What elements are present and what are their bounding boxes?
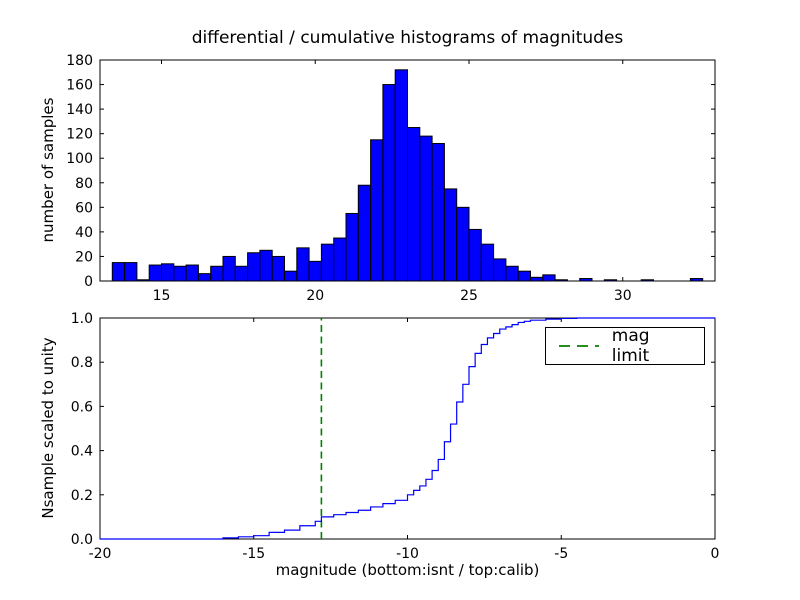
plot-title: differential / cumulative histograms of … <box>191 28 624 48</box>
histogram-bar <box>271 255 286 282</box>
histogram-bar <box>185 264 199 282</box>
histogram-bar <box>148 264 162 282</box>
histogram-bar <box>431 142 445 282</box>
histogram-bar <box>333 237 347 282</box>
histogram-bar <box>210 265 224 282</box>
axes-frame <box>99 317 716 540</box>
histogram-bar <box>296 247 310 282</box>
y-tick-label: 0.8 <box>71 355 93 371</box>
y-tick-label: 40 <box>75 225 93 241</box>
histogram-bar <box>456 206 470 282</box>
histogram-bar <box>247 252 261 282</box>
x-tick-label: 30 <box>614 288 632 304</box>
y-axis-label-bottom: Nsample scaled to unity <box>39 337 57 519</box>
y-tick-label: 1.0 <box>71 311 93 327</box>
y-axis-label-top: number of samples <box>39 97 57 243</box>
histogram-bar <box>419 135 433 282</box>
histogram-bar <box>308 260 322 282</box>
legend-label: mag limit <box>611 326 650 366</box>
y-tick-label: 0.6 <box>71 399 93 415</box>
histogram-bar <box>345 212 359 282</box>
histogram-bar <box>197 273 212 282</box>
histogram-bar <box>173 265 187 282</box>
histogram-bar <box>320 243 335 282</box>
legend-box: mag limit <box>545 326 705 366</box>
histogram-bar <box>443 188 458 282</box>
histogram-bar <box>493 258 507 282</box>
histogram-bar <box>640 279 655 282</box>
y-tick-label: 180 <box>66 53 93 69</box>
x-tick-label: 25 <box>460 288 478 304</box>
histogram-bar <box>505 265 519 282</box>
y-tick-label: 160 <box>66 78 93 94</box>
y-tick-label: 0.0 <box>71 532 93 548</box>
y-tick-label: 0 <box>84 274 93 290</box>
x-tick-label: 15 <box>153 288 171 304</box>
y-tick-label: 0.4 <box>71 444 93 460</box>
histogram-bar <box>357 184 372 282</box>
cumulative-curve <box>100 317 715 540</box>
y-tick-label: 0.2 <box>71 488 93 504</box>
histogram-bar <box>394 69 409 282</box>
x-tick-label: -10 <box>396 546 419 562</box>
histogram-bar <box>382 84 396 282</box>
x-tick-label: 20 <box>306 288 324 304</box>
y-tick-label: 60 <box>75 200 93 216</box>
histogram-bar <box>468 228 482 282</box>
histogram-bar <box>689 278 704 282</box>
histogram-bar <box>234 265 249 282</box>
histogram-bar <box>284 270 298 282</box>
x-axis-label: magnitude (bottom:isnt / top:calib) <box>275 561 540 579</box>
histogram-bar <box>407 127 421 282</box>
histogram-bar <box>554 279 568 282</box>
histogram-bar <box>542 274 556 282</box>
histogram-bar <box>111 262 126 282</box>
histogram-bar <box>480 243 495 282</box>
histogram-bar <box>222 255 236 282</box>
histogram-bar <box>259 249 273 282</box>
y-tick-label: 100 <box>66 151 93 167</box>
histogram-bar <box>370 139 384 282</box>
histogram-bar <box>517 270 532 282</box>
histogram-bar <box>579 278 593 282</box>
x-tick-label: -20 <box>89 546 112 562</box>
histogram-bar <box>603 279 618 282</box>
y-tick-label: 20 <box>75 249 93 265</box>
histogram-bar <box>136 279 150 282</box>
legend-dashed-line-sample <box>559 345 599 347</box>
x-tick-label: -5 <box>554 546 568 562</box>
y-tick-label: 120 <box>66 127 93 143</box>
histogram-bar <box>161 263 175 282</box>
histogram-bar <box>530 276 544 282</box>
histogram-bar <box>124 262 138 282</box>
x-tick-label: -15 <box>242 546 265 562</box>
y-tick-label: 140 <box>66 102 93 118</box>
x-tick-label: 0 <box>711 546 720 562</box>
y-tick-label: 80 <box>75 176 93 192</box>
